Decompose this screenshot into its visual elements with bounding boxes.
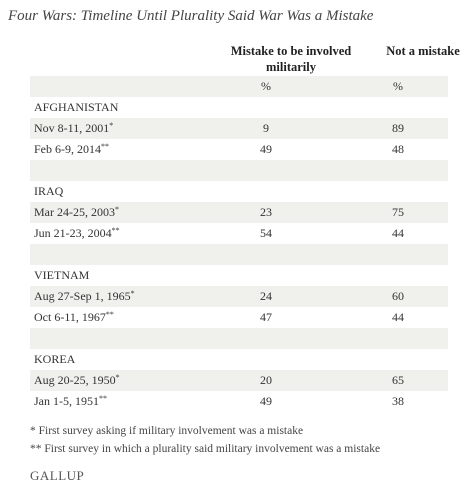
cell-value: 38 (392, 394, 404, 408)
section-name: KOREA (34, 352, 76, 366)
cell-value: 24 (260, 289, 272, 303)
date: Jan 1-5, 1951 (34, 394, 99, 408)
cell-value: 49 (260, 142, 272, 156)
table-row (30, 328, 448, 349)
unit: % (393, 79, 403, 93)
date-label: Aug 27-Sep 1, 1965* (34, 286, 135, 307)
cell-value: 65 (392, 373, 404, 387)
date-label: Aug 20-25, 1950* (34, 370, 120, 391)
date: Aug 27-Sep 1, 1965 (34, 289, 131, 303)
cell-value: 23 (260, 205, 272, 219)
table-row: Aug 27-Sep 1, 1965* 24 60 (30, 286, 448, 307)
cell-value: 49 (260, 394, 272, 408)
cell-value: 44 (392, 226, 404, 240)
date: Oct 6-11, 1967 (34, 310, 106, 324)
note-marker: * (115, 373, 120, 382)
note-marker: * (130, 289, 135, 298)
note-marker: ** (105, 310, 114, 319)
table-row: Jun 21-23, 2004** 54 44 (30, 223, 448, 244)
section-name: IRAQ (34, 184, 64, 198)
cell-value: 47 (260, 310, 272, 324)
note-marker: ** (99, 394, 107, 403)
cell-value: 60 (392, 289, 404, 303)
column-header: Mistake to be involved militarily (230, 44, 352, 74)
table-row: %% (30, 76, 448, 97)
date: Jun 21-23, 2004 (34, 226, 112, 240)
date: Feb 6-9, 2014 (34, 142, 101, 156)
date-label: Oct 6-11, 1967** (34, 307, 114, 328)
section-name: VIETNAM (34, 268, 90, 282)
table-row: Feb 6-9, 2014** 49 48 (30, 139, 448, 160)
cell-value: 20 (260, 373, 272, 387)
table-row (30, 160, 448, 181)
unit: % (261, 79, 271, 93)
cell-value: 48 (392, 142, 404, 156)
table-row: Nov 8-11, 2001* 9 89 (30, 118, 448, 139)
note-marker: ** (111, 226, 120, 235)
date: Nov 8-11, 2001 (34, 121, 110, 135)
note-marker: ** (101, 142, 109, 151)
table-row: AFGHANISTAN (30, 97, 448, 118)
table-row: Jan 1-5, 1951** 49 38 (30, 391, 448, 412)
cell-value: 44 (392, 310, 404, 324)
table-row: Mar 24-25, 2003* 23 75 (30, 202, 448, 223)
footnote: ** First survey in which a plurality sai… (30, 443, 381, 455)
cell-value: 54 (260, 226, 272, 240)
section-name: AFGHANISTAN (34, 100, 119, 114)
table-row: IRAQ (30, 181, 448, 202)
date: Aug 20-25, 1950 (34, 373, 116, 387)
date-label: Jan 1-5, 1951** (34, 391, 107, 412)
table-row: Aug 20-25, 1950* 20 65 (30, 370, 448, 391)
date-label: Jun 21-23, 2004** (34, 223, 120, 244)
note-marker: * (109, 121, 114, 130)
brand: GALLUP (30, 468, 85, 483)
date: Mar 24-25, 2003 (34, 205, 115, 219)
cell-value: 9 (263, 121, 269, 135)
date-label: Feb 6-9, 2014** (34, 139, 109, 160)
table-row: VIETNAM (30, 265, 448, 286)
note-marker: * (115, 205, 119, 214)
column-header: Not a mistake (386, 44, 460, 58)
table-row: KOREA (30, 349, 448, 370)
title: Four Wars: Timeline Until Plurality Said… (8, 8, 374, 24)
date-label: Mar 24-25, 2003* (34, 202, 119, 223)
date-label: Nov 8-11, 2001* (34, 118, 113, 139)
table-row (30, 244, 448, 265)
footnote: * First survey asking if military involv… (30, 425, 304, 437)
cell-value: 75 (392, 205, 404, 219)
table-row: Oct 6-11, 1967** 47 44 (30, 307, 448, 328)
cell-value: 89 (392, 121, 404, 135)
